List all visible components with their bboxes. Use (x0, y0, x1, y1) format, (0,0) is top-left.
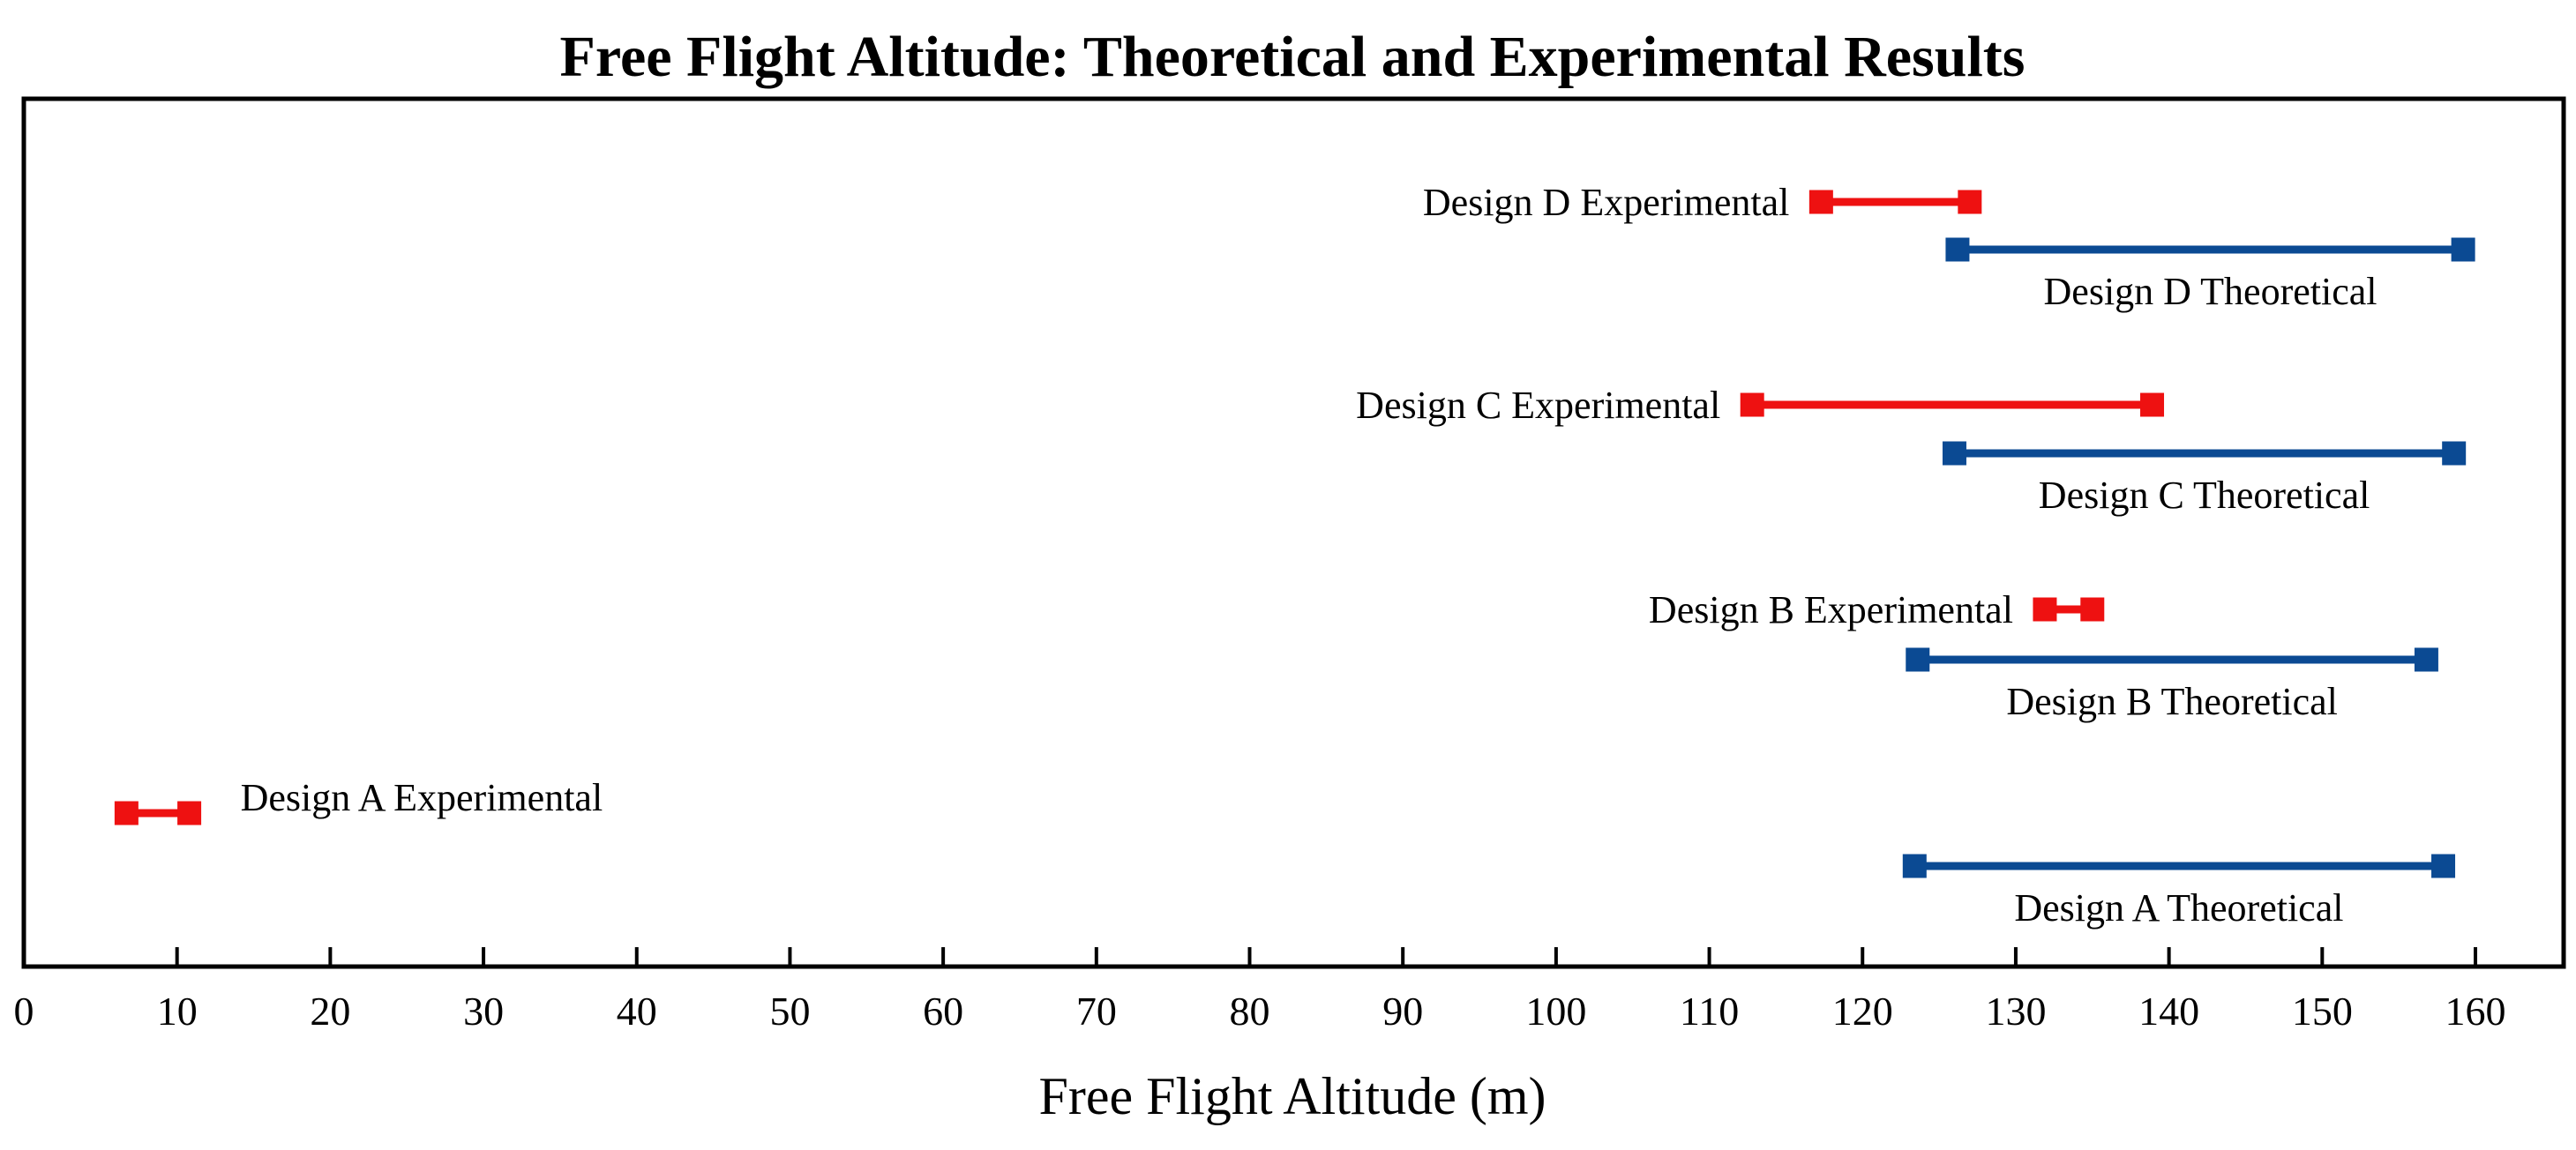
x-tick-label: 30 (463, 989, 504, 1034)
range-min-marker (1945, 237, 1970, 262)
range-design-a-experimental: Design A Experimental (114, 776, 603, 825)
plot-frame (21, 96, 2566, 969)
range-min-marker (2033, 597, 2057, 622)
range-bars: Design D Experimental Design D Theoretica… (114, 181, 2475, 930)
x-tick-label: 20 (310, 989, 350, 1034)
range-label: Design C Theoretical (2039, 474, 2370, 517)
range-min-marker (1942, 441, 1966, 466)
x-tick-label: 90 (1382, 989, 1423, 1034)
x-tick-label: 160 (2445, 989, 2506, 1034)
x-tick-label: 100 (1525, 989, 1586, 1034)
range-max-marker (177, 801, 202, 825)
range-max-marker (2431, 854, 2456, 878)
range-max-marker (2451, 237, 2475, 262)
range-min-marker (1906, 647, 1930, 672)
range-max-marker (2080, 597, 2105, 622)
x-tick-label: 40 (617, 989, 657, 1034)
range-max-marker (2414, 647, 2438, 672)
x-tick-label: 110 (1680, 989, 1739, 1034)
range-label: Design B Theoretical (2006, 680, 2338, 723)
range-design-d-experimental: Design D Experimental (1423, 181, 1982, 224)
x-axis-label: Free Flight Altitude (m) (1039, 1067, 1546, 1125)
range-label: Design D Theoretical (2044, 270, 2378, 313)
range-design-a-theoretical: Design A Theoretical (1902, 854, 2456, 930)
range-label: Design A Experimental (241, 776, 603, 819)
range-label: Design C Experimental (1356, 384, 1720, 427)
x-tick-label: 130 (1985, 989, 2046, 1034)
range-design-c-theoretical: Design C Theoretical (1942, 441, 2467, 517)
range-label: Design A Theoretical (2014, 886, 2343, 930)
range-max-marker (2442, 441, 2467, 466)
range-min-marker (114, 801, 139, 825)
x-tick-label: 50 (769, 989, 810, 1034)
x-tick-label: 70 (1076, 989, 1117, 1034)
x-tick-label: 80 (1230, 989, 1270, 1034)
x-tick-label: 10 (157, 989, 198, 1034)
range-max-marker (2140, 392, 2165, 417)
x-tick-label: 140 (2138, 989, 2199, 1034)
range-label: Design D Experimental (1423, 181, 1789, 224)
range-min-marker (1740, 392, 1764, 417)
range-design-c-experimental: Design C Experimental (1356, 384, 2165, 427)
x-tick-label: 120 (1832, 989, 1893, 1034)
range-label: Design B Experimental (1649, 588, 2013, 631)
chart-title: Free Flight Altitude: Theoretical and Ex… (560, 25, 2026, 89)
range-design-b-experimental: Design B Experimental (1649, 588, 2105, 631)
range-min-marker (1902, 854, 1927, 878)
range-design-b-theoretical: Design B Theoretical (1906, 647, 2438, 723)
range-min-marker (1808, 190, 1833, 214)
x-axis-ticks: 0 10 20 30 40 50 60 70 80 90 100 110 120 130 140 150 160 (14, 947, 2506, 1034)
x-tick-label: 0 (14, 989, 34, 1034)
range-max-marker (1958, 190, 1982, 214)
x-tick-label: 150 (2292, 989, 2353, 1034)
x-tick-label: 60 (923, 989, 963, 1034)
range-design-d-theoretical: Design D Theoretical (1945, 237, 2475, 313)
